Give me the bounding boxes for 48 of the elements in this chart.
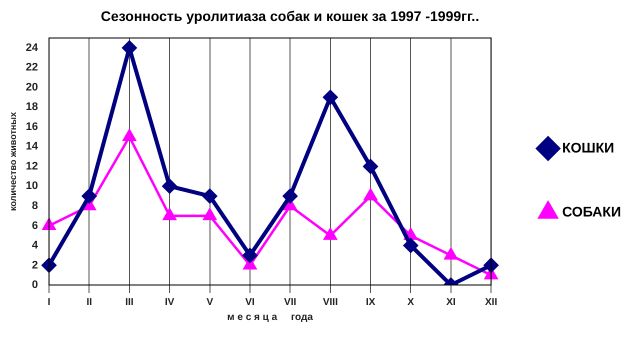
point: [82, 189, 96, 204]
x-tick-label: VII: [284, 296, 296, 308]
y-tick-label: 14: [26, 140, 39, 153]
x-tick-label: X: [407, 296, 414, 308]
chart-title: Сезонность уролитиаза собак и кошек за 1997 -1999гг..: [100, 8, 480, 24]
y-tick-label: 12: [26, 160, 38, 172]
x-tick-label: VI: [245, 296, 255, 308]
y-axis-title: количество животных: [8, 112, 18, 211]
y-tick-label: 6: [32, 220, 38, 232]
y-tick-label: 16: [26, 120, 38, 133]
x-tick-label: IX: [366, 296, 376, 308]
point: [484, 258, 498, 272]
point: [324, 228, 337, 240]
y-tick-label: 8: [32, 200, 38, 212]
y-tick-label: 20: [26, 81, 38, 94]
x-tick-label: II: [86, 296, 92, 308]
point: [42, 218, 56, 230]
y-tick-label: 24: [26, 42, 39, 54]
point: [122, 40, 136, 55]
point: [122, 130, 136, 142]
y-tick-label: 22: [26, 62, 38, 74]
point: [203, 208, 216, 220]
point: [444, 248, 458, 260]
x-tick-label: XII: [484, 296, 498, 308]
point: [323, 90, 338, 104]
x-tick-label: XI: [446, 296, 456, 308]
y-tick-label: 4: [32, 240, 39, 252]
x-tick-label: V: [206, 296, 214, 308]
legend-label: СОБАКИ: [562, 203, 622, 220]
y-tick-label: 0: [32, 279, 38, 292]
point: [42, 258, 56, 272]
x-tick-label: III: [125, 296, 134, 308]
point: [242, 248, 257, 262]
point: [404, 238, 418, 252]
point: [364, 159, 378, 174]
point: [162, 179, 177, 194]
legend-label: КОШКИ: [562, 139, 614, 156]
point: [283, 189, 298, 204]
x-tick-label: IV: [164, 296, 175, 308]
x-tick-label: I: [48, 296, 51, 308]
y-tick-label: 10: [26, 180, 38, 192]
y-tick-label: 2: [32, 259, 38, 272]
x-tick-label: VIII: [322, 296, 338, 308]
point: [163, 208, 176, 220]
point: [364, 188, 377, 200]
y-tick-label: 18: [26, 101, 38, 114]
x-axis-title: м е с я ц а года: [227, 312, 314, 323]
point: [202, 189, 217, 204]
